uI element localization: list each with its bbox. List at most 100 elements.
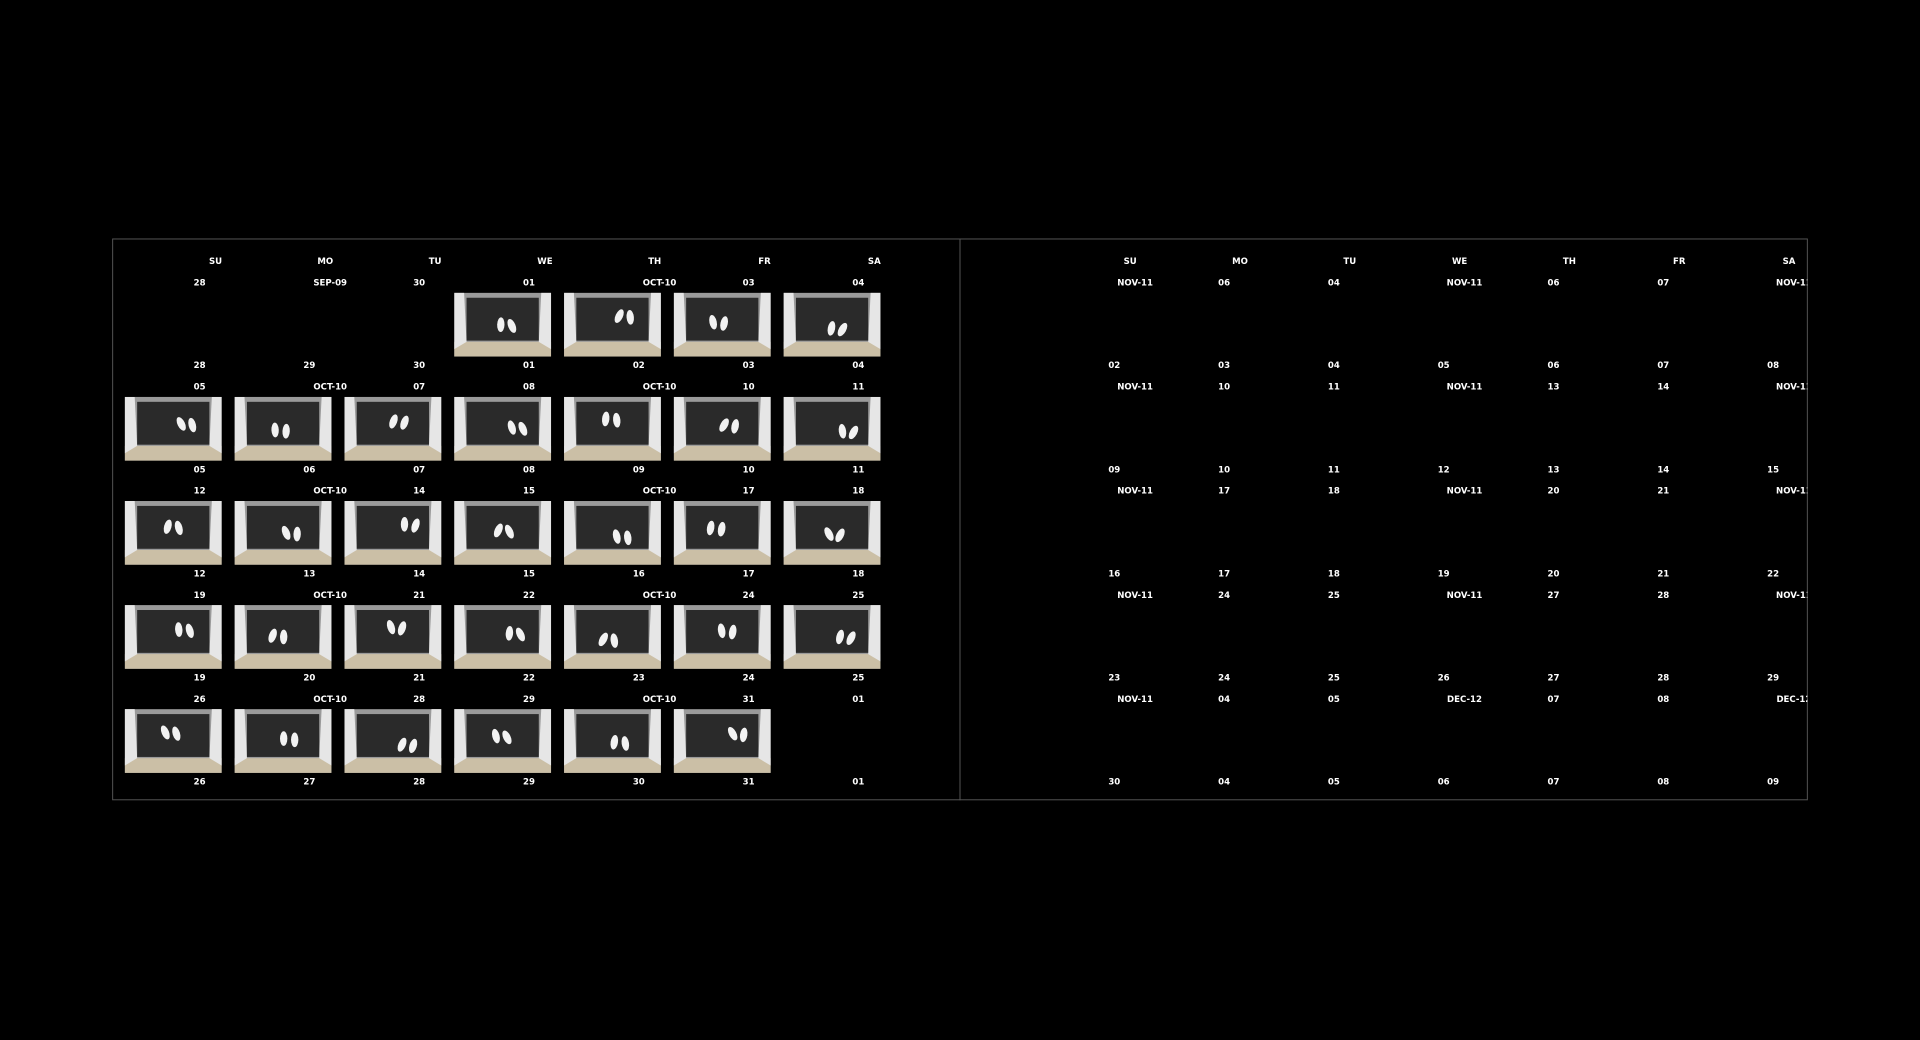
photo-shoe: [727, 726, 738, 741]
photo-wall: [758, 709, 771, 766]
photo-shoe: [507, 318, 517, 333]
day-photo: [234, 605, 332, 669]
date-label-top: NOV-11: [1117, 279, 1153, 289]
date-label-top: NOV-11: [1447, 279, 1483, 289]
photo-floor: [124, 550, 222, 565]
photo-wall: [564, 605, 577, 662]
date-label-bottom: 31: [743, 778, 755, 788]
photo-mat: [246, 401, 320, 445]
photo-wall: [454, 605, 467, 662]
weekday-header: FR: [758, 257, 771, 267]
date-label-bottom: 24: [743, 673, 755, 683]
date-label-top: NOV-11: [1447, 487, 1483, 497]
date-label-bottom: 22: [523, 673, 535, 683]
calendar-panel: SU MO TU WE TH FR SA NOV-11 02 06 03 04 04 NOV-11 05 06…: [1108, 257, 1812, 788]
date-label-bottom: 02: [633, 361, 645, 371]
date-label-top: 24: [1218, 591, 1230, 601]
date-label-bottom: 05: [1438, 361, 1450, 371]
photo-wall: [868, 501, 881, 558]
date-label-top: 14: [413, 487, 425, 497]
photo-shoe: [728, 624, 737, 640]
date-label-bottom: 23: [1108, 673, 1120, 683]
date-label-top: 12: [194, 487, 206, 497]
date-label-top: 04: [1218, 695, 1230, 705]
photo-wall: [124, 605, 138, 662]
photo-wall: [124, 396, 138, 454]
photo-wall: [344, 396, 357, 454]
photo-wall: [868, 292, 881, 350]
photo-floor: [564, 550, 661, 565]
date-label-top: 28: [194, 279, 206, 289]
photo-shoe: [836, 629, 845, 645]
photo-shoe: [621, 736, 630, 751]
photo-wall: [564, 292, 577, 350]
date-label-bottom: 17: [1218, 569, 1230, 579]
date-label-top: OCT-10: [313, 591, 347, 601]
photo-shoe: [613, 412, 621, 428]
photo-shoe: [720, 316, 729, 331]
photo-wall: [538, 605, 552, 662]
date-label-bottom: 05: [1328, 778, 1340, 788]
photo-wall: [868, 396, 881, 454]
photo-floor: [564, 341, 661, 357]
photo-shoe: [612, 529, 621, 544]
date-label-top: OCT-10: [313, 695, 347, 705]
day-photo: [673, 501, 771, 565]
photo-floor: [124, 758, 222, 773]
photo-floor: [234, 654, 332, 669]
date-label-bottom: 27: [303, 778, 315, 788]
photo-shoe: [176, 417, 186, 431]
photo-wall: [454, 396, 467, 454]
date-label-top: 11: [1328, 383, 1340, 393]
date-label-bottom: 02: [1108, 361, 1120, 371]
photo-shoe: [185, 623, 194, 638]
photo-floor: [673, 758, 771, 773]
photo-floor: [454, 654, 552, 669]
date-label-top: 07: [1657, 279, 1669, 289]
photo-shoe: [846, 631, 856, 645]
date-label-bottom: 26: [1438, 673, 1450, 683]
date-label-top: 17: [743, 487, 755, 497]
photo-wall: [319, 709, 332, 766]
photo-wall: [673, 605, 687, 662]
date-label-top: 07: [413, 383, 425, 393]
photo-floor: [564, 758, 661, 773]
day-photo: [454, 292, 552, 357]
photo-wall: [209, 605, 222, 662]
photo-wall: [564, 501, 577, 558]
photo-shoe: [291, 732, 299, 748]
date-label-bottom: 06: [1548, 361, 1560, 371]
date-label-bottom: 28: [413, 778, 425, 788]
day-photo: [234, 396, 332, 461]
weekday-header: SU: [209, 257, 222, 267]
date-label-bottom: 09: [633, 465, 645, 475]
photo-shoe: [389, 414, 398, 429]
photo-mat: [795, 610, 869, 653]
photo-floor: [783, 445, 881, 461]
date-label-top: 30: [413, 279, 425, 289]
date-label-top: 27: [1548, 591, 1560, 601]
date-label-top: OCT-10: [643, 487, 677, 497]
photo-wall: [428, 709, 442, 766]
date-label-top: NOV-11: [1776, 279, 1812, 289]
photo-wall: [538, 396, 552, 454]
photo-mat: [576, 401, 649, 445]
photo-floor: [673, 341, 771, 357]
date-label-bottom: 30: [413, 361, 425, 371]
date-label-top: 08: [1657, 695, 1669, 705]
photo-wall: [124, 501, 138, 558]
photo-wall: [209, 709, 222, 766]
date-label-bottom: 08: [1767, 361, 1779, 371]
weekday-header: TH: [1563, 257, 1576, 267]
date-label-bottom: 04: [1218, 778, 1230, 788]
date-label-top: OCT-10: [643, 383, 677, 393]
weekday-header: SA: [868, 257, 881, 267]
date-label-top: OCT-10: [643, 695, 677, 705]
date-label-top: 07: [1548, 695, 1560, 705]
date-label-top: 31: [743, 695, 755, 705]
date-label-bottom: 14: [413, 569, 425, 579]
photo-shoe: [739, 727, 748, 743]
photo-floor: [783, 654, 881, 669]
photo-shoe: [408, 738, 418, 754]
